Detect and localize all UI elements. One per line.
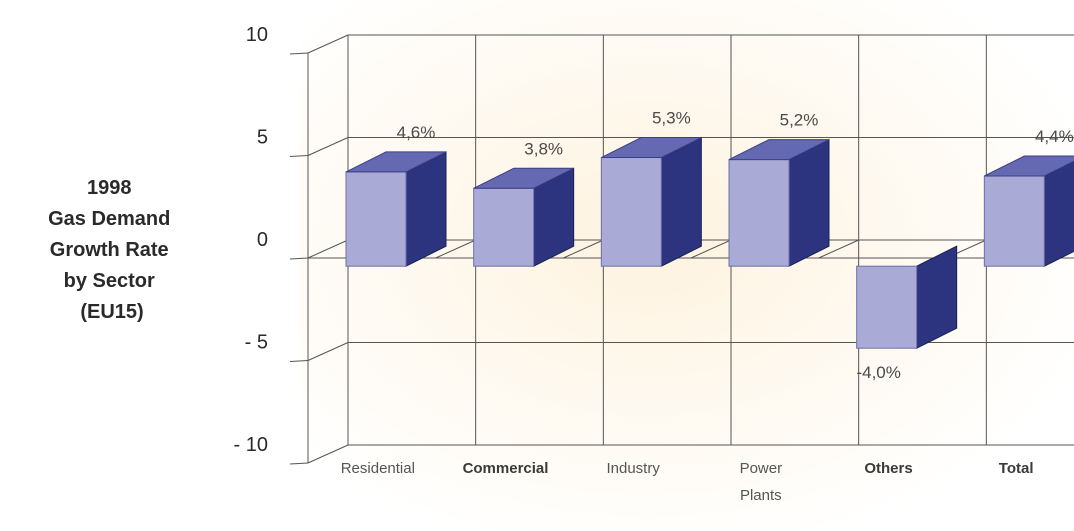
x-tick-label-total: Total [999, 460, 1034, 477]
bar-front [728, 159, 790, 267]
bar-top [473, 167, 574, 189]
x-tick-label-power-plants: Power Plants [740, 460, 783, 504]
bar-side [660, 136, 702, 268]
data-label-others: -4,0% [856, 363, 900, 382]
y-tick-mark [289, 52, 309, 55]
y-tick-label: 10 [246, 24, 268, 46]
y-tick-label: - 5 [245, 332, 268, 354]
side-gridline [307, 239, 349, 259]
side-gridline [307, 34, 349, 54]
bar-front [600, 157, 662, 267]
floor-divider [435, 239, 476, 259]
floor-divider [818, 239, 859, 259]
x-tick-line: Residential [341, 460, 415, 477]
bar-industry [600, 136, 702, 268]
floor-divider [690, 239, 732, 259]
y-tick-label: 5 [257, 127, 268, 149]
background-glow [300, 0, 1074, 531]
title-line-5: (EU15) [80, 301, 143, 323]
bar-front [856, 265, 918, 349]
bar-others [856, 245, 958, 350]
bar-front [345, 171, 407, 267]
x-axis-ticks: Residential Commercial Industry Power Plants… [341, 460, 1034, 504]
data-label-residential: 4,6% [397, 123, 436, 142]
bar-power-plants [728, 138, 830, 268]
y-tick-label: 0 [257, 229, 268, 251]
bar-side [788, 138, 830, 268]
x-tick-line: Others [864, 460, 912, 477]
title-line-4: by Sector [64, 270, 155, 292]
chart-title: 1998 Gas Demand Growth Rate by Sector (E… [48, 177, 176, 323]
bar-residential [345, 151, 447, 268]
bar-top [601, 137, 702, 159]
title-line-3: Growth Rate [50, 239, 169, 261]
y-tick-label: - 10 [234, 434, 268, 456]
floor-divider [563, 239, 604, 259]
data-label-total: 4,4% [1035, 127, 1074, 146]
bar-commercial [473, 167, 575, 268]
x-tick-line: Power [740, 460, 783, 477]
x-tick-line: Industry [606, 460, 660, 477]
x-tick-line: Plants [740, 487, 782, 504]
bar-top [728, 139, 830, 161]
y-tick-mark [289, 462, 309, 465]
data-label-industry: 5,3% [652, 109, 691, 128]
bars [345, 136, 1074, 350]
x-tick-label-commercial: Commercial [463, 460, 549, 477]
bar-front [983, 175, 1045, 267]
data-label-commercial: 3,8% [524, 139, 563, 158]
y-axis-ticks: 10 5 0 - 5 - 10 [234, 24, 268, 456]
title-line-2: Gas Demand [48, 208, 170, 230]
data-labels: 4,6% 3,8% 5,3% 5,2% -4,0% 4,4% [397, 109, 1074, 383]
data-label-power-plants: 5,2% [780, 111, 819, 130]
x-tick-line: Total [999, 460, 1034, 477]
x-tick-label-industry: Industry [606, 460, 660, 477]
x-tick-line: Commercial [463, 460, 549, 477]
bar-total [983, 155, 1074, 268]
x-tick-label-residential: Residential [341, 460, 415, 477]
y-tick-mark [289, 360, 309, 362]
y-tick-mark [289, 257, 309, 260]
bar-front [473, 187, 535, 267]
side-gridline [307, 137, 349, 156]
bar-top [984, 155, 1074, 177]
x-tick-label-others: Others [864, 460, 912, 477]
side-gridline [307, 444, 349, 464]
y-tick-mark [289, 155, 309, 157]
title-line-1: 1998 [87, 177, 132, 199]
bar-top [345, 151, 447, 173]
side-gridline [307, 342, 349, 361]
